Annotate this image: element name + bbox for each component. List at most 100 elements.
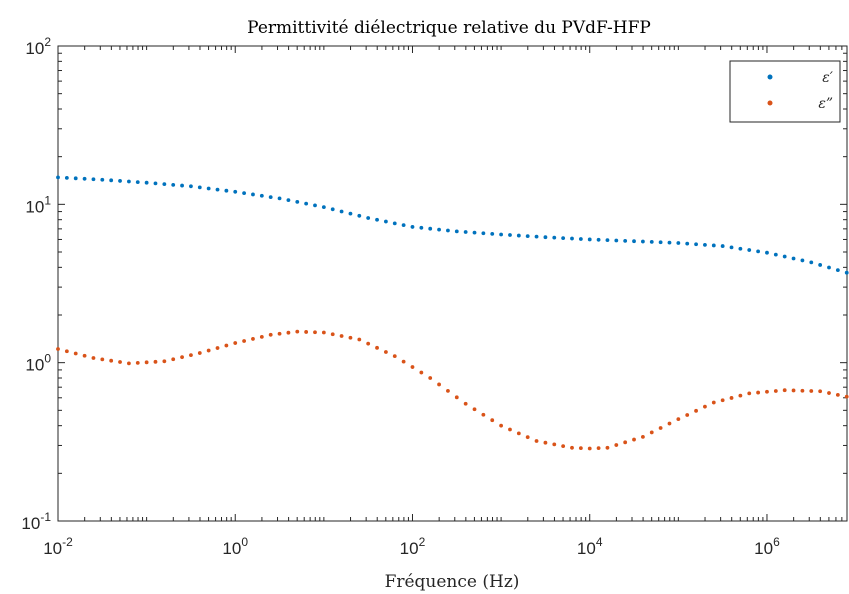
data-point — [126, 361, 131, 366]
legend-box — [729, 60, 841, 123]
data-point — [818, 263, 823, 267]
data-point — [109, 358, 114, 363]
data-point — [171, 182, 176, 187]
data-point — [614, 238, 619, 243]
data-point — [711, 400, 716, 405]
data-point — [375, 217, 379, 222]
data-point — [729, 396, 734, 400]
data-point — [578, 237, 583, 241]
data-point — [747, 248, 752, 252]
data-point — [463, 401, 468, 406]
data-point — [578, 446, 583, 451]
data-point — [446, 228, 450, 233]
data-point — [171, 357, 176, 362]
tick-labels: 10-2 100 102 104 106 10-1 100 101 102 — [21, 35, 780, 558]
data-point — [410, 225, 415, 229]
data-point — [224, 343, 229, 348]
data-point — [765, 250, 769, 255]
y-tick-label: 10-1 — [21, 510, 51, 533]
data-point — [419, 225, 424, 230]
x-tick-label: 104 — [577, 535, 603, 558]
data-point — [197, 185, 202, 190]
data-point — [827, 391, 831, 395]
data-point — [304, 330, 309, 334]
plot-area — [57, 45, 848, 522]
data-point — [268, 195, 273, 199]
data-point — [773, 252, 778, 257]
data-point — [251, 192, 255, 197]
data-point — [534, 439, 539, 443]
data-point — [392, 221, 397, 226]
data-point — [516, 233, 521, 238]
data-point — [313, 330, 317, 335]
data-point — [570, 445, 574, 450]
data-point — [738, 393, 743, 398]
data-point — [277, 196, 282, 201]
data-point — [543, 235, 548, 240]
data-point — [703, 242, 707, 247]
data-point — [738, 246, 743, 251]
data-point — [844, 394, 849, 399]
data-point — [525, 435, 530, 440]
x-axis-label: Fréquence (Hz) — [385, 572, 520, 592]
data-point — [286, 198, 291, 203]
data-point — [64, 349, 69, 354]
data-point — [180, 355, 184, 360]
data-point — [685, 241, 690, 246]
data-point — [720, 398, 725, 403]
x-tick-label: 102 — [400, 535, 426, 558]
data-point — [499, 423, 503, 428]
data-point — [561, 236, 566, 241]
data-point — [135, 360, 140, 365]
data-point — [321, 330, 326, 335]
data-point — [259, 193, 264, 198]
legend-marker-eps1 — [767, 74, 773, 80]
data-point — [339, 334, 344, 338]
data-point — [534, 234, 539, 239]
data-point — [756, 249, 761, 254]
data-point — [605, 445, 610, 450]
data-point — [153, 359, 158, 364]
data-point — [251, 337, 255, 341]
data-point — [720, 244, 725, 248]
data-point — [392, 354, 397, 359]
data-point — [729, 245, 734, 250]
data-point — [809, 260, 814, 265]
data-point — [481, 231, 486, 236]
data-point — [658, 240, 663, 245]
data-point — [277, 331, 282, 336]
data-point — [357, 213, 362, 218]
data-point — [508, 427, 512, 432]
y-tick-label: 100 — [25, 352, 51, 375]
data-point — [118, 360, 122, 364]
data-point — [800, 258, 805, 263]
data-point — [357, 337, 362, 342]
data-point — [835, 268, 840, 273]
data-point — [126, 179, 131, 184]
data-point — [649, 430, 654, 435]
data-point — [773, 389, 778, 393]
data-point — [100, 177, 105, 182]
data-point — [73, 176, 78, 181]
data-point — [694, 242, 698, 247]
data-point — [632, 437, 636, 442]
data-point — [525, 234, 530, 239]
data-point — [782, 254, 787, 259]
data-point — [233, 189, 238, 194]
data-point — [401, 223, 406, 228]
data-point — [268, 332, 273, 337]
data-point — [835, 392, 840, 397]
data-point — [384, 219, 388, 224]
data-point — [463, 230, 468, 234]
data-point — [481, 412, 486, 417]
data-point — [543, 440, 548, 445]
data-point — [401, 359, 406, 364]
data-point — [144, 360, 149, 365]
chart-title: Permittivité diélectrique relative du PV… — [247, 18, 651, 38]
data-point — [596, 237, 601, 242]
data-point — [472, 407, 477, 412]
data-point — [330, 207, 335, 212]
data-point — [197, 351, 202, 355]
data-point — [384, 350, 388, 354]
data-point — [330, 332, 335, 337]
